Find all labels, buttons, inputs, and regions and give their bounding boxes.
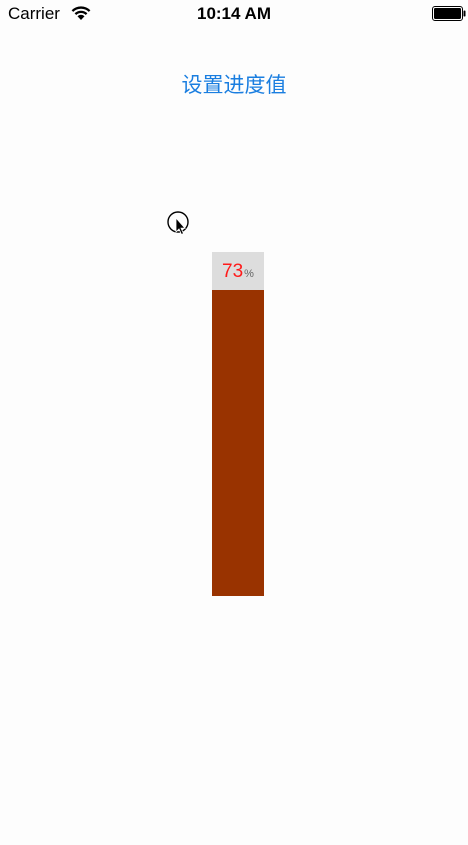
progress-value: 73	[222, 261, 244, 282]
status-bar: Carrier 10:14 AM	[0, 0, 468, 28]
set-progress-button[interactable]: 设置进度值	[181, 73, 287, 97]
cursor-icon	[166, 210, 192, 238]
progress-unit: %	[244, 268, 254, 280]
progress-label: 73%	[212, 262, 264, 284]
wifi-icon	[70, 5, 92, 21]
battery-icon	[432, 6, 466, 21]
progress-bar: 73%	[212, 252, 264, 596]
carrier-label: Carrier	[8, 4, 60, 23]
progress-fill	[212, 290, 264, 596]
status-time: 10:14 AM	[196, 4, 271, 23]
